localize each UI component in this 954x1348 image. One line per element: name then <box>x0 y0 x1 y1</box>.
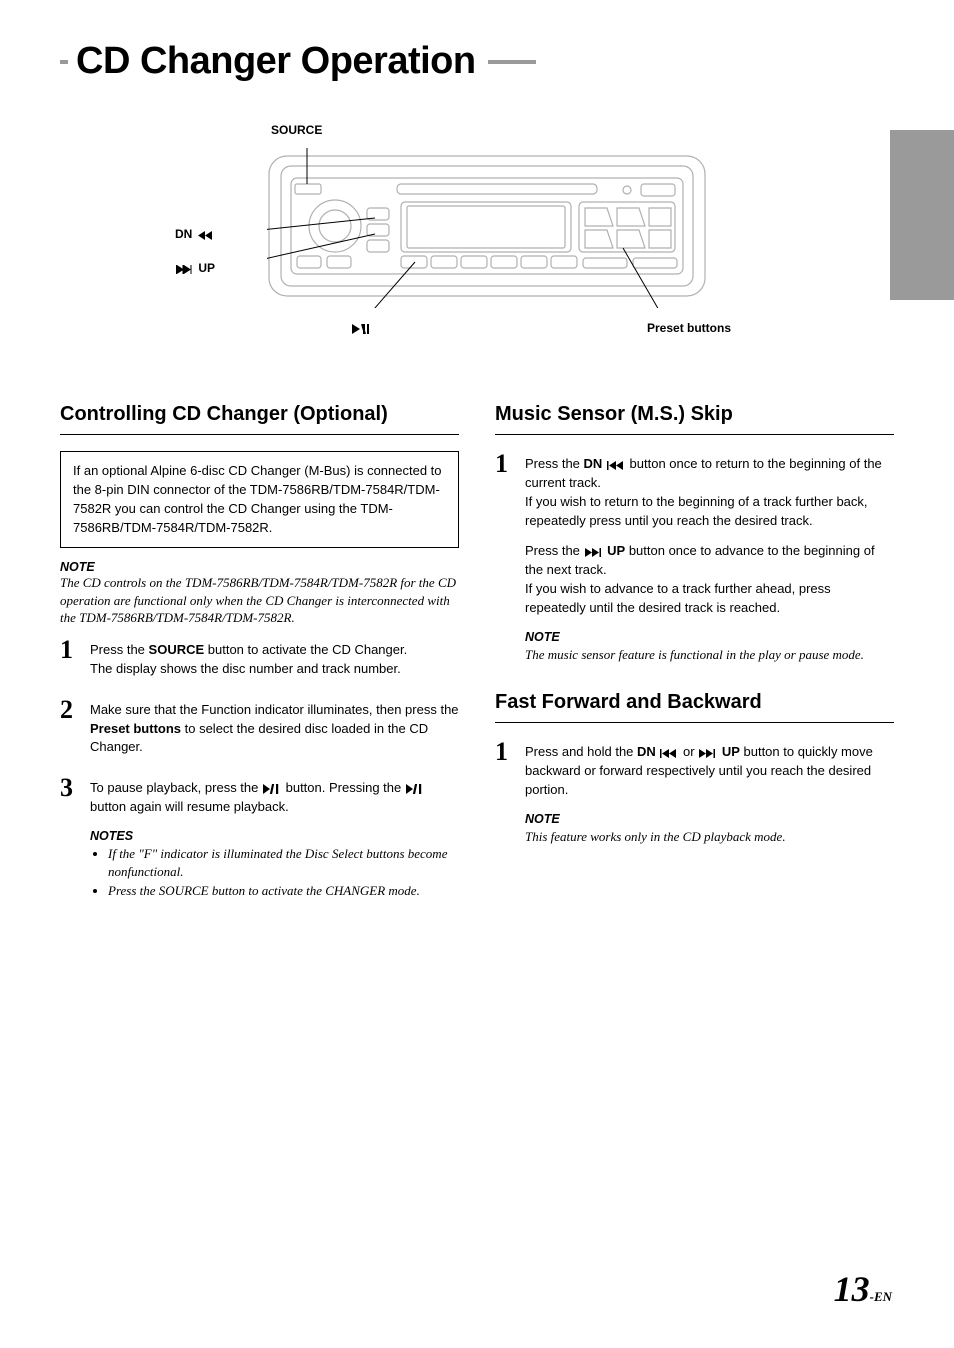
play-pause-icon <box>263 784 281 794</box>
text: DN <box>584 456 606 471</box>
play-pause-icon <box>352 324 372 334</box>
text: Press the <box>525 456 584 471</box>
text: UP <box>718 744 740 759</box>
text: DN <box>637 744 659 759</box>
page-num-big: 13 <box>834 1269 870 1309</box>
text: button again will resume playback. <box>90 799 289 814</box>
bold-dn: DN <box>584 456 626 471</box>
step-num: 2 <box>60 697 78 758</box>
step-body: Press and hold the DN or UP button to qu… <box>525 739 894 845</box>
label-source: SOURCE <box>271 123 322 137</box>
play-pause-icon <box>406 784 424 794</box>
skip-back-icon <box>607 461 625 470</box>
section-rule <box>495 434 894 435</box>
bold-preset: Preset buttons <box>90 721 181 736</box>
intro-box: If an optional Alpine 6-disc CD Changer … <box>60 451 459 548</box>
page-title-bar: CD Changer Operation <box>60 40 894 83</box>
text: Press and hold the <box>525 744 637 759</box>
skip-forward-icon <box>176 265 194 274</box>
skip-back-icon <box>197 231 215 240</box>
notes-list: If the "F" indicator is illuminated the … <box>90 845 459 900</box>
page-number: 13-EN <box>834 1268 892 1310</box>
note-body: The CD controls on the TDM-7586RB/TDM-75… <box>60 574 459 627</box>
step-num: 1 <box>60 637 78 679</box>
step-body: Make sure that the Function indicator il… <box>90 697 459 758</box>
right-column: Music Sensor (M.S.) Skip 1 Press the DN … <box>495 403 894 920</box>
section-rule <box>495 722 894 723</box>
text: Make sure that the Function indicator il… <box>90 702 459 717</box>
skip-forward-icon <box>699 749 717 758</box>
text: If you wish to return to the beginning o… <box>525 494 868 528</box>
stereo-diagram: SOURCE DN UP Preset buttons <box>87 123 867 353</box>
step-2: 2 Make sure that the Function indicator … <box>60 697 459 758</box>
bold-dn: DN <box>637 744 679 759</box>
note-body: This feature works only in the CD playba… <box>525 828 894 846</box>
title-rule-right <box>488 60 536 64</box>
notes-label: NOTES <box>90 827 459 845</box>
note-label: NOTE <box>60 560 459 574</box>
note-item: If the "F" indicator is illuminated the … <box>108 845 459 880</box>
skip-back-icon <box>660 749 678 758</box>
text: button to activate the CD Changer. <box>204 642 407 657</box>
step-num: 1 <box>495 451 513 663</box>
bold-source: SOURCE <box>149 642 205 657</box>
page-num-suffix: -EN <box>870 1289 892 1304</box>
text: If you wish to advance to a track furthe… <box>525 581 831 615</box>
section-ff-title: Fast Forward and Backward <box>495 691 894 714</box>
label-dn-text: DN <box>175 227 196 241</box>
step-body: To pause playback, press the button. Pre… <box>90 775 459 901</box>
step-body: Press the DN button once to return to th… <box>525 451 894 663</box>
note-body: The music sensor feature is functional i… <box>525 646 894 664</box>
left-column: Controlling CD Changer (Optional) If an … <box>60 403 459 920</box>
label-up-text: UP <box>195 261 215 275</box>
text: To pause playback, press the <box>90 780 262 795</box>
label-up: UP <box>175 261 215 275</box>
title-rule-left <box>60 60 68 64</box>
text: The display shows the disc number and tr… <box>90 661 401 676</box>
text: or <box>679 744 698 759</box>
ff-step-1: 1 Press and hold the DN or UP button to … <box>495 739 894 845</box>
side-tab <box>890 130 954 300</box>
label-dn: DN <box>175 227 216 241</box>
bold-up: UP <box>698 744 740 759</box>
label-preset: Preset buttons <box>647 321 731 335</box>
text: UP <box>604 543 626 558</box>
note-item: Press the SOURCE button to activate the … <box>108 882 459 900</box>
text: Press the <box>90 642 149 657</box>
note-label: NOTE <box>525 810 894 828</box>
ms-step-1: 1 Press the DN button once to return to … <box>495 451 894 663</box>
page-title: CD Changer Operation <box>76 40 476 83</box>
section-controlling-title: Controlling CD Changer (Optional) <box>60 403 459 426</box>
label-play-pause <box>351 321 373 335</box>
step-body: Press the SOURCE button to activate the … <box>90 637 407 679</box>
skip-forward-icon <box>585 548 603 557</box>
section-rule <box>60 434 459 435</box>
step-3: 3 To pause playback, press the button. P… <box>60 775 459 901</box>
section-ms-title: Music Sensor (M.S.) Skip <box>495 403 894 426</box>
text: Press the <box>525 543 584 558</box>
note-label: NOTE <box>525 628 894 646</box>
step-num: 1 <box>495 739 513 845</box>
step-1: 1 Press the SOURCE button to activate th… <box>60 637 459 679</box>
step-num: 3 <box>60 775 78 901</box>
bold-up: UP <box>584 543 626 558</box>
text: button. Pressing the <box>282 780 405 795</box>
stereo-illustration <box>267 148 707 308</box>
